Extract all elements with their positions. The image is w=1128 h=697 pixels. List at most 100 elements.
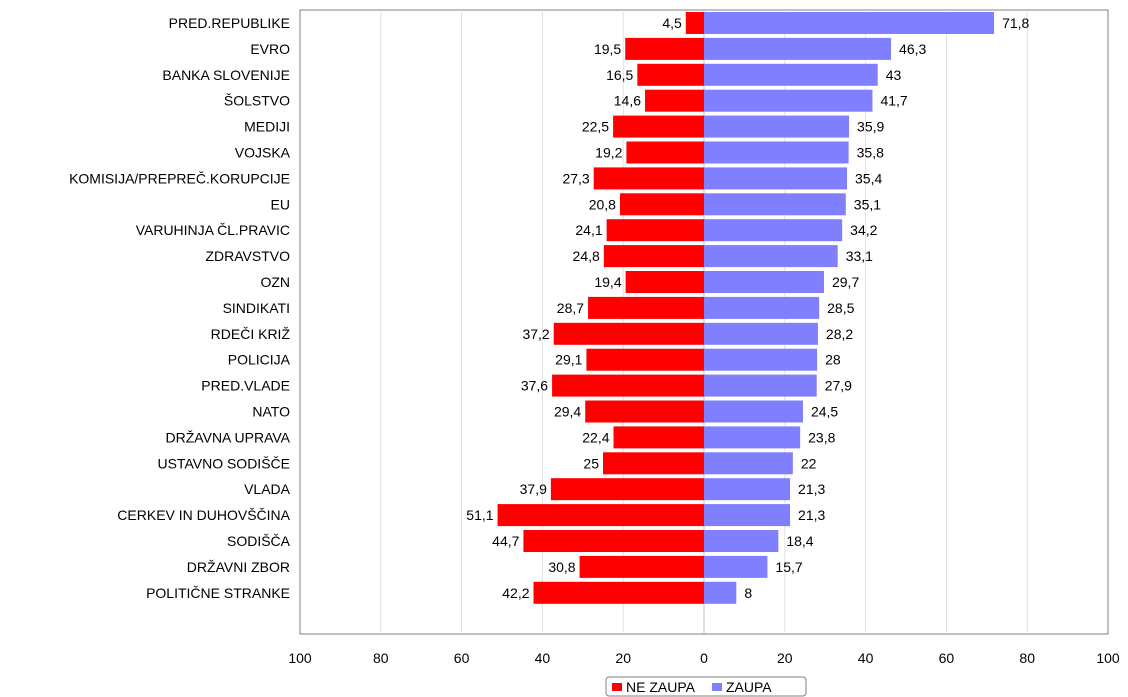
bar-zaupa <box>704 400 803 423</box>
bar-zaupa <box>704 63 878 86</box>
category-label: EVRO <box>250 41 290 57</box>
legend-label-zaupa: ZAUPA <box>726 679 772 695</box>
value-label-zaupa: 21,3 <box>798 481 825 497</box>
bar-zaupa <box>704 348 818 371</box>
value-label-ne-zaupa: 22,5 <box>582 119 609 135</box>
value-label-ne-zaupa: 24,1 <box>575 222 602 238</box>
value-label-ne-zaupa: 25 <box>583 455 599 471</box>
x-tick-label: 20 <box>777 650 793 666</box>
value-label-ne-zaupa: 19,4 <box>594 274 621 290</box>
value-label-ne-zaupa: 30,8 <box>548 559 575 575</box>
value-label-zaupa: 28,2 <box>826 326 853 342</box>
x-tick-label: 40 <box>858 650 874 666</box>
x-tick-label: 100 <box>1096 650 1120 666</box>
bar-zaupa <box>704 374 817 397</box>
bar-zaupa <box>704 167 848 190</box>
legend-swatch-zaupa <box>712 683 722 691</box>
bar-zaupa <box>704 12 995 34</box>
bar-zaupa <box>704 245 838 268</box>
category-label: SODIŠČA <box>227 533 291 549</box>
category-label: NATO <box>252 404 290 420</box>
bar-ne-zaupa <box>497 504 704 527</box>
value-label-zaupa: 8 <box>744 585 752 601</box>
value-label-zaupa: 23,8 <box>808 429 835 445</box>
x-axis-ticks: 100 80 60 40 20 0 20 40 60 80 100 <box>288 650 1120 666</box>
legend: NE ZAUPA ZAUPA <box>605 676 807 697</box>
category-label: VARUHINJA ČL.PRAVIC <box>136 222 290 238</box>
category-label: OZN <box>260 274 290 290</box>
category-label: KOMISIJA/PREPREČ.KORUPCIJE <box>69 170 290 186</box>
value-label-ne-zaupa: 37,2 <box>522 326 549 342</box>
value-label-zaupa: 35,1 <box>854 196 881 212</box>
x-tick-label: 80 <box>1019 650 1035 666</box>
category-label: PRED.REPUBLIKE <box>169 15 290 31</box>
bar-ne-zaupa <box>586 348 704 371</box>
bar-zaupa <box>704 37 892 60</box>
bar-ne-zaupa <box>613 115 704 138</box>
category-label: BANKA SLOVENIJE <box>162 67 290 83</box>
category-label: DRŽAVNI ZBOR <box>187 559 290 575</box>
value-label-ne-zaupa: 37,9 <box>520 481 547 497</box>
bar-ne-zaupa <box>613 426 704 449</box>
bar-zaupa <box>704 322 818 345</box>
value-label-zaupa: 33,1 <box>846 248 873 264</box>
value-label-zaupa: 28,5 <box>827 300 854 316</box>
x-tick-label: 60 <box>454 650 470 666</box>
category-label: ZDRAVSTVO <box>205 248 290 264</box>
bar-zaupa <box>704 504 791 527</box>
bar-zaupa <box>704 296 820 319</box>
category-label: POLITIČNE STRANKE <box>146 585 290 601</box>
value-label-zaupa: 41,7 <box>880 93 907 109</box>
value-label-zaupa: 24,5 <box>811 404 838 420</box>
bar-ne-zaupa <box>625 271 704 293</box>
bar-ne-zaupa <box>606 219 704 242</box>
bar-ne-zaupa <box>523 530 704 552</box>
bar-ne-zaupa <box>585 400 704 423</box>
value-label-ne-zaupa: 28,7 <box>557 300 584 316</box>
bar-zaupa <box>704 581 737 604</box>
value-label-zaupa: 34,2 <box>850 222 877 238</box>
value-label-ne-zaupa: 16,5 <box>606 67 633 83</box>
bar-ne-zaupa <box>603 245 704 268</box>
value-label-zaupa: 71,8 <box>1002 15 1029 31</box>
bar-ne-zaupa <box>685 12 704 34</box>
legend-swatch-ne-zaupa <box>612 683 622 691</box>
category-label: PRED.VLADE <box>201 378 290 394</box>
bar-zaupa <box>704 271 824 293</box>
value-label-ne-zaupa: 44,7 <box>492 533 519 549</box>
bar-ne-zaupa <box>637 63 704 86</box>
legend-box <box>605 676 807 697</box>
category-label: EU <box>271 196 290 212</box>
value-label-ne-zaupa: 20,8 <box>589 196 616 212</box>
bar-ne-zaupa <box>619 193 704 216</box>
value-label-zaupa: 35,4 <box>855 170 882 186</box>
value-label-zaupa: 18,4 <box>786 533 813 549</box>
value-label-ne-zaupa: 4,5 <box>662 15 682 31</box>
x-tick-label: 100 <box>288 650 312 666</box>
value-label-zaupa: 35,8 <box>857 145 884 161</box>
category-label: ŠOLSTVO <box>224 93 290 109</box>
category-label: VOJSKA <box>235 145 291 161</box>
value-label-ne-zaupa: 37,6 <box>521 378 548 394</box>
x-tick-label: 40 <box>535 650 551 666</box>
bar-zaupa <box>704 89 873 112</box>
x-tick-label: 20 <box>615 650 631 666</box>
category-label: CERKEV IN DUHOVŠČINA <box>117 507 290 523</box>
value-label-ne-zaupa: 27,3 <box>562 170 589 186</box>
bar-ne-zaupa <box>550 478 704 501</box>
bar-ne-zaupa <box>552 374 704 397</box>
value-label-zaupa: 43 <box>886 67 902 83</box>
bar-zaupa <box>704 141 849 164</box>
value-label-zaupa: 15,7 <box>775 559 802 575</box>
value-label-zaupa: 27,9 <box>825 378 852 394</box>
x-tick-label: 0 <box>700 650 708 666</box>
value-label-ne-zaupa: 29,1 <box>555 352 582 368</box>
bar-ne-zaupa <box>533 581 704 604</box>
value-label-ne-zaupa: 19,5 <box>594 41 621 57</box>
x-tick-label: 80 <box>373 650 389 666</box>
value-label-zaupa: 28 <box>825 352 841 368</box>
value-label-ne-zaupa: 19,2 <box>595 145 622 161</box>
value-labels: 4,5 71,8 19,5 46,3 16,5 43 14,6 41,7 22,5 35,9 19,… <box>466 15 1029 601</box>
value-label-ne-zaupa: 29,4 <box>554 404 581 420</box>
